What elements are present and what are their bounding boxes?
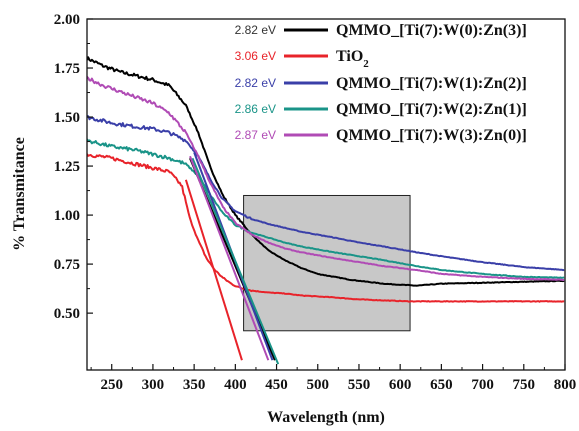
x-tick-label: 250 [100,377,123,393]
legend-label: TiO2 [336,48,369,70]
x-tick-label: 700 [471,377,494,393]
y-tick-label: 2.00 [54,12,80,28]
series-line-3 [87,138,565,279]
series-line-2 [87,115,565,272]
plot-frame [86,18,566,371]
legend-label: QMMO_[Ti(7):W(1):Zn(2)] [336,75,527,92]
y-tick-label: 1.00 [54,208,80,224]
x-tick-label: 650 [430,377,453,393]
y-tick-label: 0.75 [54,257,80,273]
x-axis-title: Wavelength (nm) [267,409,385,426]
tangent-line-4 [189,155,270,361]
y-axis-title: % Transmitance [11,137,28,251]
bandgap-label: 2.82 eV [235,23,276,37]
series-line-4 [87,76,565,281]
x-tick-label: 400 [224,377,247,393]
series-line-0 [87,56,565,287]
y-tick-label: 1.50 [54,110,80,126]
x-tick-label: 500 [307,377,330,393]
bandgap-label: 3.06 eV [235,49,276,63]
y-tick-label: 1.75 [54,61,80,77]
bandgap-label: 2.87 eV [235,128,276,142]
legend-label: QMMO_[Ti(7):W(2):Zn(1)] [336,101,527,118]
x-tick-label: 750 [513,377,536,393]
series-line-1 [87,153,565,303]
y-tick-label: 0.50 [54,306,80,322]
highlight-region [243,194,411,332]
tangent-line-3 [191,157,280,365]
x-tick-label: 800 [554,377,577,393]
tangent-line-1 [184,179,243,361]
bandgap-label: 2.86 eV [235,102,276,116]
legend-label: QMMO_[Ti(7):W(3):Zn(0)] [336,127,527,144]
legend: 2.82 eV QMMO_[Ti(7):W(0):Zn(3)] 3.06 eV TiO… [235,22,527,144]
x-tick-label: 350 [183,377,206,393]
legend-label: QMMO_[Ti(7):W(0):Zn(3)] [336,22,527,39]
x-tick-label: 300 [142,377,165,393]
bandgap-label: 2.82 eV [235,76,276,90]
x-tick-label: 550 [348,377,371,393]
x-tick-label: 450 [265,377,288,393]
y-tick-label: 1.25 [54,159,80,175]
x-tick-label: 600 [389,377,412,393]
